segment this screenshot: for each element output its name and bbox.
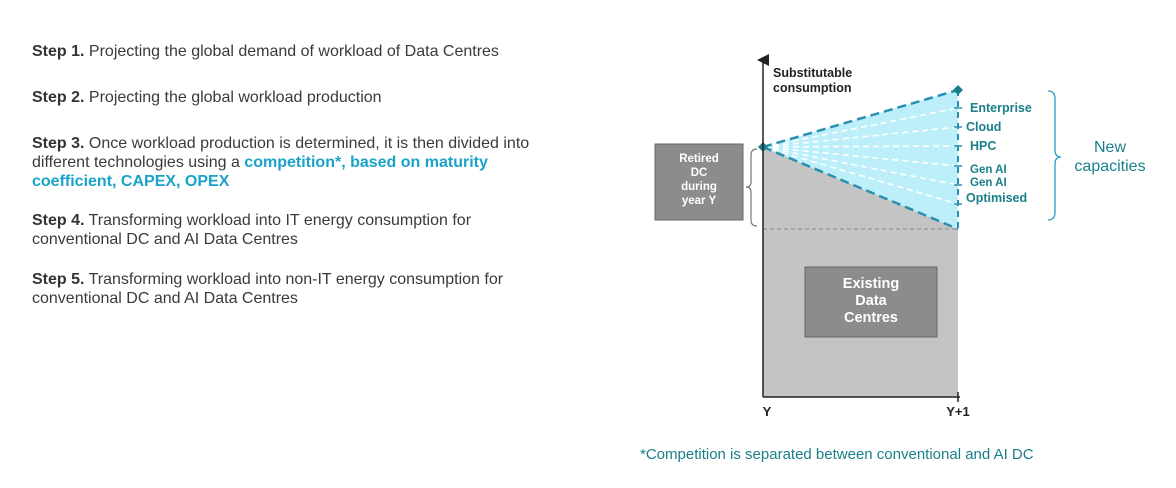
step-3: Step 3. Once workload production is dete… <box>32 135 530 190</box>
existing-line1: Existing <box>843 276 899 292</box>
existing-line3: Centres <box>844 310 898 326</box>
y-axis-label-line1: Substitutable <box>773 66 852 80</box>
retired-line2: DC <box>691 167 708 179</box>
new-capacity-wedge <box>763 90 958 229</box>
technology-fan-lines <box>762 107 959 205</box>
tech-label-cloud: Cloud <box>966 120 1001 134</box>
competition-footnote: *Competition is separated between conven… <box>640 446 1034 463</box>
retired-bracket <box>745 148 758 227</box>
end-point-marker <box>953 85 963 95</box>
tech-label-enterprise: Enterprise <box>970 101 1032 115</box>
bottom-boundary-line <box>762 145 959 231</box>
x-end-label: Y+1 <box>946 404 970 419</box>
tech-label-gen-ai-2: Gen AI <box>970 177 1007 189</box>
existing-dc-box <box>804 266 938 338</box>
step-1: Step 1. Projecting the global demand of … <box>32 43 499 60</box>
new-capacities-brace <box>1047 90 1062 221</box>
competition-highlight: competition*, based on maturity <box>244 154 488 171</box>
step-4: Step 4. Transforming workload into IT en… <box>32 212 472 248</box>
retired-line1: Retired <box>679 153 719 165</box>
tech-label-gen-ai-1: Gen AI <box>970 164 1007 176</box>
existing-line2: Data <box>855 293 887 309</box>
tech-label-optimised: Optimised <box>966 191 1027 205</box>
competition-highlight-line2: coefficient, CAPEX, OPEX <box>32 173 230 190</box>
y-axis-label-line2: consumption <box>773 81 851 95</box>
retired-line4: year Y <box>682 195 717 207</box>
top-boundary-line <box>762 88 959 149</box>
x-start-label: Y <box>763 404 772 419</box>
technology-ticks <box>954 107 962 205</box>
retired-dc-box <box>654 143 744 221</box>
new-capacities-line1: New <box>1094 139 1126 156</box>
step-2: Step 2. Projecting the global workload p… <box>32 89 382 106</box>
step-5: Step 5. Transforming workload into non-I… <box>32 271 504 307</box>
new-capacities-line2: capacities <box>1074 158 1145 175</box>
tech-label-hpc: HPC <box>970 139 996 153</box>
retired-line3: during <box>681 181 717 193</box>
